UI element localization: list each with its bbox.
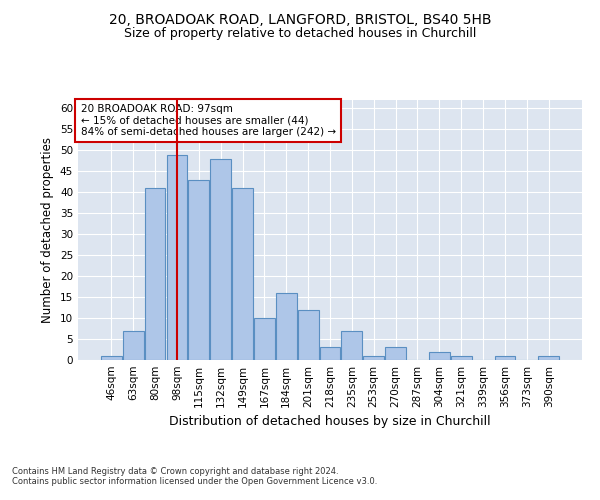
Bar	[364, 356, 384, 360]
Bar	[276, 293, 296, 360]
Text: 20 BROADOAK ROAD: 97sqm
← 15% of detached houses are smaller (44)
84% of semi-de: 20 BROADOAK ROAD: 97sqm ← 15% of detache…	[80, 104, 335, 137]
Bar	[123, 330, 143, 360]
Bar	[429, 352, 450, 360]
Text: 20, BROADOAK ROAD, LANGFORD, BRISTOL, BS40 5HB: 20, BROADOAK ROAD, LANGFORD, BRISTOL, BS…	[109, 12, 491, 26]
Bar	[101, 356, 122, 360]
Bar	[167, 154, 187, 360]
Bar	[341, 330, 362, 360]
Text: Size of property relative to detached houses in Churchill: Size of property relative to detached ho…	[124, 28, 476, 40]
Bar	[298, 310, 319, 360]
X-axis label: Distribution of detached houses by size in Churchill: Distribution of detached houses by size …	[169, 416, 491, 428]
Bar	[188, 180, 209, 360]
Bar	[494, 356, 515, 360]
Bar	[320, 348, 340, 360]
Bar	[210, 158, 231, 360]
Bar	[145, 188, 166, 360]
Text: Contains public sector information licensed under the Open Government Licence v3: Contains public sector information licen…	[12, 477, 377, 486]
Text: Contains HM Land Registry data © Crown copyright and database right 2024.: Contains HM Land Registry data © Crown c…	[12, 467, 338, 476]
Bar	[538, 356, 559, 360]
Bar	[254, 318, 275, 360]
Bar	[385, 348, 406, 360]
Bar	[232, 188, 253, 360]
Y-axis label: Number of detached properties: Number of detached properties	[41, 137, 55, 323]
Bar	[451, 356, 472, 360]
